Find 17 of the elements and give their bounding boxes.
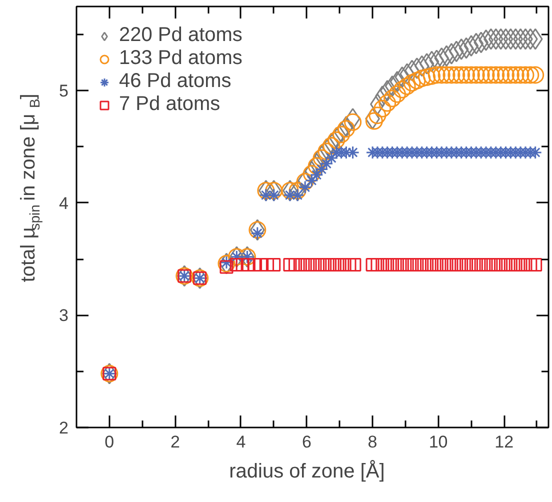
x-tick-label: 6 (302, 432, 312, 452)
x-tick-label: 8 (368, 432, 378, 452)
y-tick-label: 2 (59, 418, 69, 438)
x-tick-label: 0 (104, 432, 114, 452)
x-tick-label: 12 (494, 432, 514, 452)
x-tick-label: 10 (428, 432, 448, 452)
legend-label: 7 Pd atoms (119, 93, 220, 116)
x-tick-label: 4 (236, 432, 246, 452)
x-axis-title: radius of zone [Å] (229, 460, 385, 482)
legend-label: 133 Pd atoms (119, 47, 242, 70)
y-tick-label: 3 (59, 306, 69, 326)
x-tick-label: 2 (170, 432, 180, 452)
y-tick-label: 5 (59, 82, 69, 101)
y-tick-label: 4 (59, 194, 69, 213)
legend-label: 46 Pd atoms (119, 70, 232, 93)
legend-label: 220 Pd atoms (119, 24, 242, 47)
y-axis-title: total μspin in zone [μB] (18, 94, 42, 282)
